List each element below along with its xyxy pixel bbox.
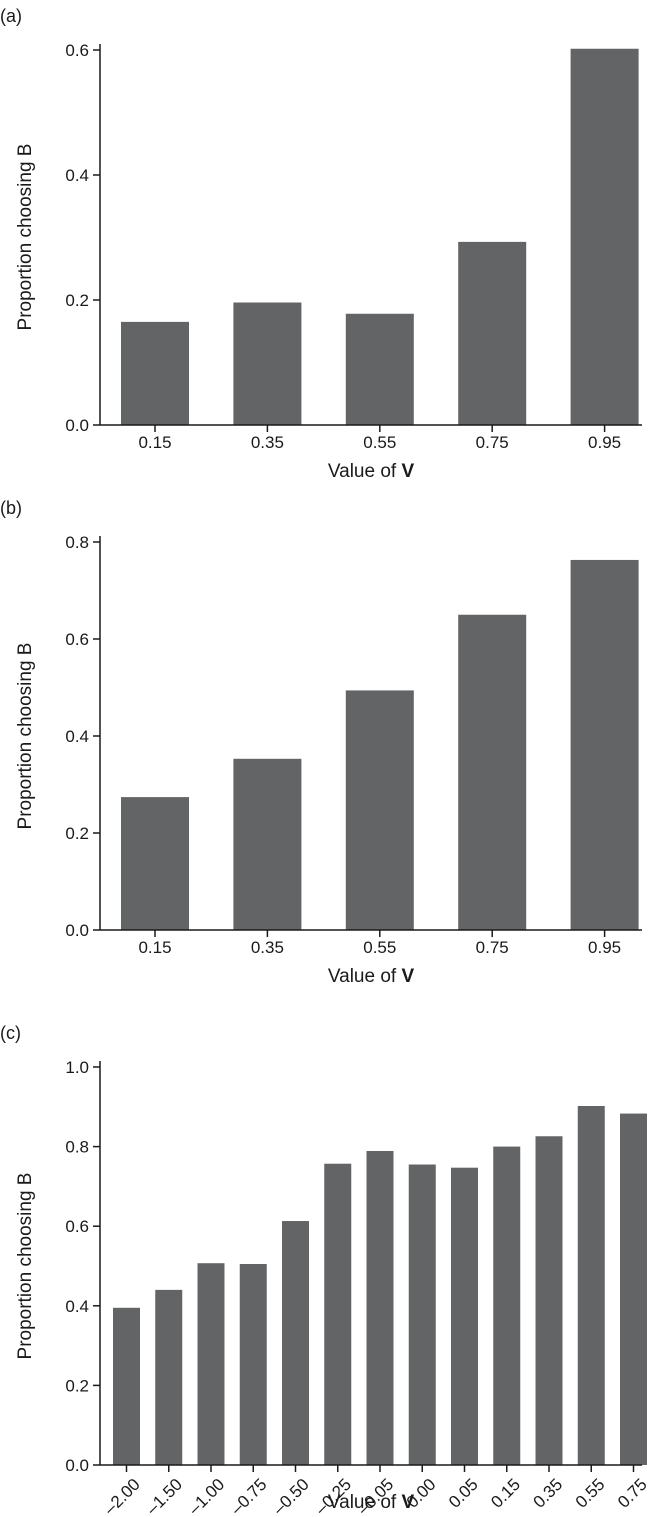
x-axis-title: Value of V <box>328 461 415 482</box>
bar <box>113 1307 140 1465</box>
y-tick-label: 0.6 <box>65 630 89 649</box>
y-axis-title: Proportion choosing B <box>15 1173 36 1360</box>
x-tick-label: 0.35 <box>251 938 284 957</box>
bar <box>577 1106 605 1465</box>
x-tick-label: –0.75 <box>227 1475 271 1517</box>
chart-panel-0: (a) 0.0 0.2 0.4 0.6 0.15 0.35 0.55 0.75 0.95 Value… <box>0 6 642 482</box>
x-tick-label: 0.05 <box>445 1475 482 1512</box>
x-axis-title-variable: V <box>401 966 414 987</box>
bar <box>451 1167 478 1465</box>
panel-label: (a) <box>0 6 22 26</box>
chart-panel-2: (c) 0.0 0.2 0.4 0.6 0.8 1.0 –2.00–1.50–1.00–0.7… <box>0 1023 651 1517</box>
y-tick-label: 0.8 <box>65 533 89 552</box>
y-tick-label: 0.0 <box>65 1456 89 1475</box>
x-tick-label: –1.00 <box>185 1475 229 1517</box>
x-tick-label: 0.35 <box>529 1475 566 1512</box>
y-tick-label: 1.0 <box>65 1058 89 1077</box>
bar <box>345 690 414 930</box>
x-tick-label: 0.75 <box>476 433 509 452</box>
y-tick-label: 0.2 <box>65 824 89 843</box>
x-axis-title-prefix: Value of <box>328 1492 402 1513</box>
x-axis-title-prefix: Value of <box>328 966 402 987</box>
bar <box>282 1221 309 1465</box>
y-axis-title: Proportion choosing B <box>15 643 36 830</box>
bar <box>233 302 302 425</box>
bar <box>458 614 527 930</box>
x-axis-title-variable: V <box>401 1492 414 1513</box>
panel-label: (c) <box>0 1023 21 1043</box>
x-tick-label: –0.50 <box>269 1475 313 1517</box>
bar <box>121 797 189 930</box>
y-tick-label: 0.8 <box>65 1138 89 1157</box>
x-tick-label: –1.50 <box>143 1475 187 1517</box>
y-tick-label: 0.4 <box>65 727 89 746</box>
bar <box>239 1264 267 1465</box>
y-tick-label: 0.6 <box>65 41 89 60</box>
x-axis-title-prefix: Value of <box>328 461 402 482</box>
bar <box>458 241 527 425</box>
bar <box>570 559 639 930</box>
bar <box>121 321 189 425</box>
x-tick-label: 0.35 <box>251 433 284 452</box>
x-axis-title: Value of V <box>328 1492 415 1513</box>
bar <box>233 758 302 930</box>
x-tick-label: –2.00 <box>100 1475 144 1517</box>
x-tick-label: 0.75 <box>614 1475 651 1512</box>
x-tick-label: 0.55 <box>572 1475 609 1512</box>
chart-panel-1: (b) 0.0 0.2 0.4 0.6 0.8 0.15 0.35 0.55 0.75 0.95 Va… <box>0 498 642 987</box>
y-tick-label: 0.0 <box>65 921 89 940</box>
panel-label: (b) <box>0 498 22 518</box>
x-axis-title: Value of V <box>328 966 415 987</box>
bar <box>570 48 639 425</box>
bar <box>197 1263 225 1465</box>
y-tick-label: 0.0 <box>65 416 89 435</box>
x-tick-label: 0.15 <box>487 1475 524 1512</box>
bar <box>620 1113 647 1465</box>
y-tick-label: 0.2 <box>65 1376 89 1395</box>
bar <box>408 1164 436 1465</box>
y-axis-title: Proportion choosing B <box>15 144 36 331</box>
bar <box>535 1136 563 1465</box>
y-tick-label: 0.6 <box>65 1217 89 1236</box>
y-tick-label: 0.4 <box>65 1297 89 1316</box>
bar <box>345 313 414 425</box>
x-tick-label: 0.95 <box>588 433 621 452</box>
bar <box>155 1289 183 1465</box>
bar <box>366 1150 394 1465</box>
y-tick-label: 0.2 <box>65 291 89 310</box>
x-tick-label: 0.95 <box>588 938 621 957</box>
x-tick-label: 0.55 <box>363 433 396 452</box>
y-tick-label: 0.4 <box>65 166 89 185</box>
bar <box>493 1146 521 1465</box>
x-axis-title-variable: V <box>401 461 414 482</box>
bar <box>324 1163 352 1465</box>
x-tick-label: 0.55 <box>363 938 396 957</box>
x-tick-label: 0.15 <box>138 938 171 957</box>
x-tick-label: 0.75 <box>476 938 509 957</box>
x-tick-label: 0.15 <box>138 433 171 452</box>
